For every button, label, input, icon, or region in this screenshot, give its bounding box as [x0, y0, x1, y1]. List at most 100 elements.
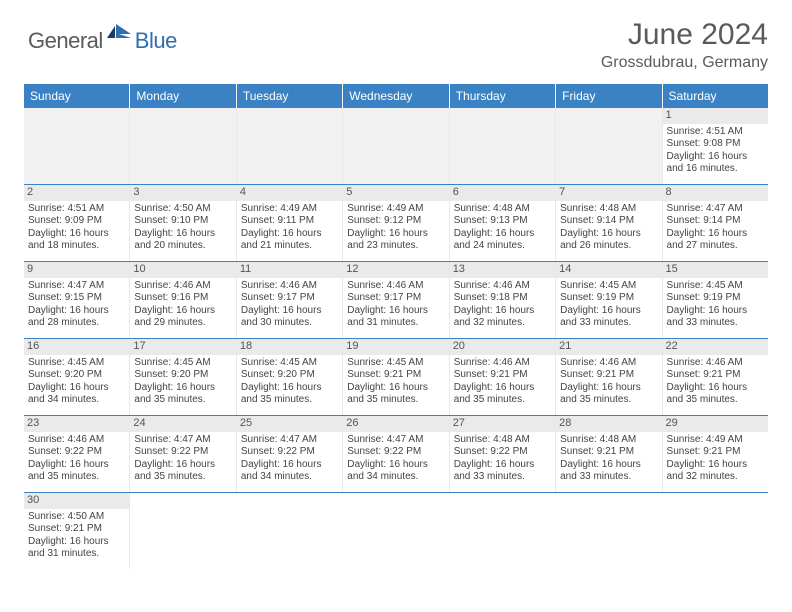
- title-block: June 2024 Grossdubrau, Germany: [601, 18, 768, 72]
- day-number: 5: [343, 185, 448, 201]
- calendar-cell: 23Sunrise: 4:46 AMSunset: 9:22 PMDayligh…: [24, 416, 130, 492]
- cell-dl1: Daylight: 16 hours: [347, 228, 444, 241]
- calendar-cell: 5Sunrise: 4:49 AMSunset: 9:12 PMDaylight…: [343, 185, 449, 261]
- cell-sunset: Sunset: 9:21 PM: [28, 523, 125, 536]
- cell-dl2: and 32 minutes.: [667, 471, 764, 484]
- day-number: 18: [237, 339, 342, 355]
- calendar-cell-empty: [662, 493, 768, 569]
- weekday-header: Saturday: [663, 84, 768, 108]
- cell-dl2: and 35 minutes.: [28, 471, 125, 484]
- cell-sunset: Sunset: 9:11 PM: [241, 215, 338, 228]
- cell-sunset: Sunset: 9:13 PM: [454, 215, 551, 228]
- cell-dl2: and 16 minutes.: [667, 163, 764, 176]
- weekday-header: Tuesday: [237, 84, 343, 108]
- weekday-header: Wednesday: [343, 84, 449, 108]
- day-number: 20: [450, 339, 555, 355]
- cell-dl2: and 35 minutes.: [134, 471, 231, 484]
- cell-sunset: Sunset: 9:12 PM: [347, 215, 444, 228]
- cell-dl2: and 35 minutes.: [134, 394, 231, 407]
- cell-sunset: Sunset: 9:20 PM: [241, 369, 338, 382]
- calendar-cell: 4Sunrise: 4:49 AMSunset: 9:11 PMDaylight…: [237, 185, 343, 261]
- day-number: 10: [130, 262, 235, 278]
- calendar-cell: 22Sunrise: 4:46 AMSunset: 9:21 PMDayligh…: [663, 339, 768, 415]
- cell-dl2: and 35 minutes.: [667, 394, 764, 407]
- day-number: 16: [24, 339, 129, 355]
- cell-sunset: Sunset: 9:17 PM: [347, 292, 444, 305]
- cell-dl1: Daylight: 16 hours: [28, 459, 125, 472]
- day-number: 25: [237, 416, 342, 432]
- cell-sunrise: Sunrise: 4:47 AM: [241, 434, 338, 447]
- brand-flag-icon: [107, 24, 133, 47]
- calendar-cell-empty: [343, 493, 449, 569]
- calendar-body: 1Sunrise: 4:51 AMSunset: 9:08 PMDaylight…: [24, 108, 768, 569]
- cell-sunset: Sunset: 9:21 PM: [347, 369, 444, 382]
- cell-dl1: Daylight: 16 hours: [241, 228, 338, 241]
- location-label: Grossdubrau, Germany: [601, 54, 768, 72]
- day-number: 7: [556, 185, 661, 201]
- day-number: 11: [237, 262, 342, 278]
- calendar-cell: 20Sunrise: 4:46 AMSunset: 9:21 PMDayligh…: [450, 339, 556, 415]
- cell-dl2: and 34 minutes.: [28, 394, 125, 407]
- calendar-cell-empty: [237, 493, 343, 569]
- cell-dl1: Daylight: 16 hours: [347, 305, 444, 318]
- calendar-cell: 8Sunrise: 4:47 AMSunset: 9:14 PMDaylight…: [663, 185, 768, 261]
- cell-dl2: and 18 minutes.: [28, 240, 125, 253]
- day-number: 3: [130, 185, 235, 201]
- cell-dl1: Daylight: 16 hours: [347, 382, 444, 395]
- cell-sunset: Sunset: 9:20 PM: [134, 369, 231, 382]
- cell-dl1: Daylight: 16 hours: [667, 305, 764, 318]
- calendar-cell: 21Sunrise: 4:46 AMSunset: 9:21 PMDayligh…: [556, 339, 662, 415]
- cell-sunset: Sunset: 9:22 PM: [347, 446, 444, 459]
- cell-dl1: Daylight: 16 hours: [560, 305, 657, 318]
- cell-sunrise: Sunrise: 4:48 AM: [560, 434, 657, 447]
- cell-dl2: and 28 minutes.: [28, 317, 125, 330]
- day-number: 2: [24, 185, 129, 201]
- cell-sunrise: Sunrise: 4:45 AM: [560, 280, 657, 293]
- cell-dl1: Daylight: 16 hours: [667, 459, 764, 472]
- calendar-cell: 10Sunrise: 4:46 AMSunset: 9:16 PMDayligh…: [130, 262, 236, 338]
- day-number: 9: [24, 262, 129, 278]
- page-header: General Blue June 2024 Grossdubrau, Germ…: [0, 0, 792, 80]
- calendar-cell: 16Sunrise: 4:45 AMSunset: 9:20 PMDayligh…: [24, 339, 130, 415]
- cell-sunrise: Sunrise: 4:46 AM: [454, 280, 551, 293]
- calendar-cell: 12Sunrise: 4:46 AMSunset: 9:17 PMDayligh…: [343, 262, 449, 338]
- calendar-cell: 28Sunrise: 4:48 AMSunset: 9:21 PMDayligh…: [556, 416, 662, 492]
- cell-sunrise: Sunrise: 4:48 AM: [560, 203, 657, 216]
- cell-sunrise: Sunrise: 4:46 AM: [134, 280, 231, 293]
- cell-sunset: Sunset: 9:08 PM: [667, 138, 764, 151]
- cell-sunset: Sunset: 9:22 PM: [454, 446, 551, 459]
- calendar-cell: 25Sunrise: 4:47 AMSunset: 9:22 PMDayligh…: [237, 416, 343, 492]
- cell-sunrise: Sunrise: 4:49 AM: [667, 434, 764, 447]
- calendar-cell-empty: [450, 108, 556, 184]
- calendar-cell: 27Sunrise: 4:48 AMSunset: 9:22 PMDayligh…: [450, 416, 556, 492]
- cell-dl1: Daylight: 16 hours: [347, 459, 444, 472]
- cell-dl2: and 35 minutes.: [560, 394, 657, 407]
- calendar-row: 1Sunrise: 4:51 AMSunset: 9:08 PMDaylight…: [24, 108, 768, 185]
- day-number: 23: [24, 416, 129, 432]
- cell-dl2: and 33 minutes.: [667, 317, 764, 330]
- calendar-cell-empty: [130, 493, 236, 569]
- day-number: 19: [343, 339, 448, 355]
- cell-dl1: Daylight: 16 hours: [454, 228, 551, 241]
- cell-sunrise: Sunrise: 4:46 AM: [667, 357, 764, 370]
- calendar-cell: 18Sunrise: 4:45 AMSunset: 9:20 PMDayligh…: [237, 339, 343, 415]
- cell-sunrise: Sunrise: 4:46 AM: [347, 280, 444, 293]
- cell-sunrise: Sunrise: 4:48 AM: [454, 434, 551, 447]
- cell-dl2: and 31 minutes.: [28, 548, 125, 561]
- cell-sunset: Sunset: 9:21 PM: [667, 446, 764, 459]
- calendar-cell-empty: [555, 493, 661, 569]
- cell-dl2: and 29 minutes.: [134, 317, 231, 330]
- cell-sunrise: Sunrise: 4:48 AM: [454, 203, 551, 216]
- cell-sunrise: Sunrise: 4:47 AM: [347, 434, 444, 447]
- cell-sunrise: Sunrise: 4:51 AM: [667, 126, 764, 139]
- cell-dl2: and 33 minutes.: [560, 317, 657, 330]
- cell-dl1: Daylight: 16 hours: [241, 305, 338, 318]
- cell-sunset: Sunset: 9:22 PM: [28, 446, 125, 459]
- cell-dl1: Daylight: 16 hours: [454, 305, 551, 318]
- cell-dl2: and 35 minutes.: [454, 394, 551, 407]
- cell-dl2: and 35 minutes.: [347, 394, 444, 407]
- cell-dl2: and 34 minutes.: [347, 471, 444, 484]
- cell-sunrise: Sunrise: 4:45 AM: [667, 280, 764, 293]
- calendar-cell: 3Sunrise: 4:50 AMSunset: 9:10 PMDaylight…: [130, 185, 236, 261]
- day-number: 14: [556, 262, 661, 278]
